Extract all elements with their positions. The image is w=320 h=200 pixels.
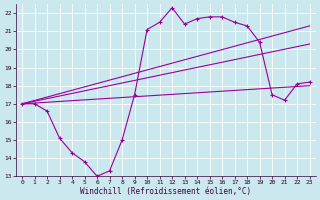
X-axis label: Windchill (Refroidissement éolien,°C): Windchill (Refroidissement éolien,°C): [80, 187, 252, 196]
